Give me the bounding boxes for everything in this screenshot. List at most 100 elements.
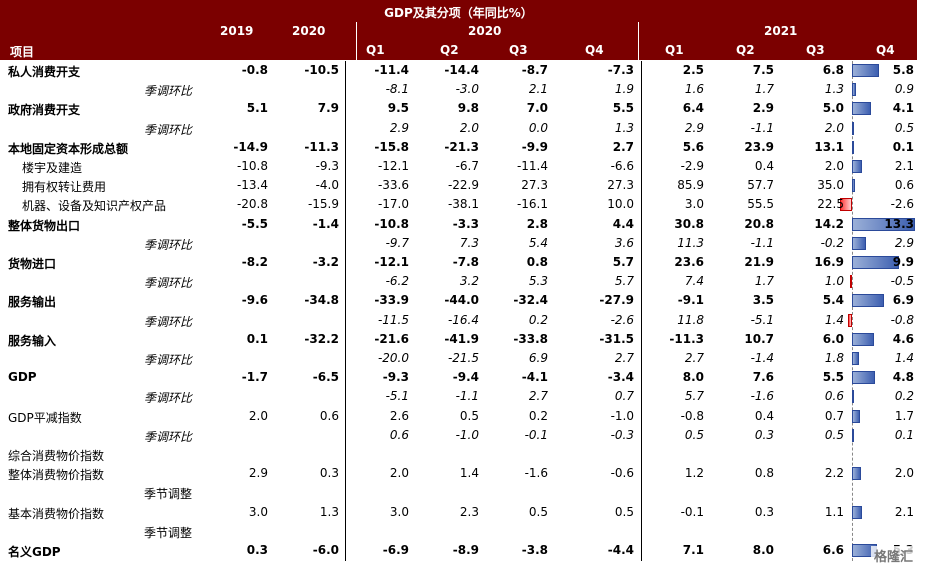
cell-value: 1.9 xyxy=(614,82,634,97)
q4-data-bar xyxy=(852,467,862,481)
cell-value: 21.9 xyxy=(744,255,774,269)
cell-value: 2.2 xyxy=(824,466,844,481)
cell-value: 2.7 xyxy=(614,351,634,365)
row-label: 拥有权转让费用 xyxy=(22,180,107,195)
cell-value: 1.4 xyxy=(894,351,914,365)
cell-value: -16.4 xyxy=(447,312,479,327)
column-separator xyxy=(641,61,642,561)
cell-value: 1.7 xyxy=(754,274,774,289)
cell-value: 2.0 xyxy=(459,120,479,135)
cell-value: 0.3 xyxy=(754,427,774,442)
q4-data-bar xyxy=(852,140,854,154)
cell-value: -8.1 xyxy=(385,82,409,97)
cell-value: 0.8 xyxy=(526,255,548,269)
cell-value: -11.3 xyxy=(669,331,704,346)
cell-value: 2.0 xyxy=(824,159,844,173)
cell-value: 0.7 xyxy=(614,389,634,404)
cell-value: -0.6 xyxy=(610,466,634,481)
cell-value: -12.1 xyxy=(377,159,409,173)
q4-data-bar xyxy=(852,121,855,135)
row-label: 货物进口 xyxy=(8,257,57,271)
cell-value: -1.0 xyxy=(610,408,634,423)
cell-value: -1.1 xyxy=(455,389,479,404)
cell-value: -7.8 xyxy=(452,255,479,269)
cell-value: -41.9 xyxy=(444,331,479,346)
table-row: 政府消费开支 5.1 7.9 9.5 9.8 7.0 5.5 6.4 2.9 5.0 4.1 xyxy=(0,99,917,118)
q4-data-bar xyxy=(852,256,899,269)
table-row: 季节调整 xyxy=(0,522,917,541)
cell-value: 30.8 xyxy=(674,216,704,231)
cell-value: -21.5 xyxy=(447,351,479,365)
quarter-header-row: 项目 Q1 Q2 Q3 Q4 Q1 Q2 Q3 Q4 xyxy=(0,41,917,60)
cell-value: 9.9 xyxy=(892,255,914,269)
cell-value: 0.2 xyxy=(528,312,548,327)
cell-value: 0.3 xyxy=(754,504,774,519)
cell-value: 2.7 xyxy=(612,139,634,154)
row-label: 服务输出 xyxy=(8,295,57,310)
cell-value: -0.8 xyxy=(241,63,268,77)
cell-value: 2.9 xyxy=(248,466,268,481)
column-separator xyxy=(345,61,346,561)
cell-value: -33.6 xyxy=(377,178,409,193)
cell-value: 85.9 xyxy=(677,178,704,193)
q1-2021: Q1 xyxy=(665,43,684,57)
cell-value: 23.6 xyxy=(674,255,704,269)
cell-value: 5.4 xyxy=(822,293,844,308)
q4-2020: Q4 xyxy=(585,43,604,57)
cell-value: -6.9 xyxy=(382,543,409,557)
cell-value: 2.1 xyxy=(528,82,548,97)
cell-value: 0.5 xyxy=(614,504,634,519)
cell-value: -5.1 xyxy=(750,312,774,327)
group-2021-label: 2021 xyxy=(764,24,798,38)
cell-value: 2.1 xyxy=(894,159,914,173)
cell-value: 10.0 xyxy=(607,197,634,212)
q4-data-bar xyxy=(849,275,852,289)
row-label: GDP xyxy=(8,370,37,385)
cell-value: -1.7 xyxy=(241,370,268,385)
cell-value: -16.1 xyxy=(516,197,548,212)
row-label: 整体消费物价指数 xyxy=(8,468,105,483)
cell-value: 7.3 xyxy=(459,235,479,250)
cell-value: 5.7 xyxy=(684,389,704,404)
cell-value: 0.1 xyxy=(894,427,914,442)
cell-value: 2.6 xyxy=(389,408,409,423)
cell-value: 2.9 xyxy=(684,120,704,135)
cell-value: 2.1 xyxy=(894,504,914,519)
cell-value: -27.9 xyxy=(599,293,634,308)
cell-value: 9.8 xyxy=(457,101,479,116)
cell-value: 6.6 xyxy=(822,543,844,557)
cell-value: 5.3 xyxy=(528,274,548,289)
q4-data-bar xyxy=(852,505,862,519)
q2-2020: Q2 xyxy=(440,43,459,57)
table-row: 季调环比 -9.7 7.3 5.4 3.6 11.3 -1.1 -0.2 2.9 xyxy=(0,234,917,253)
cell-value: 2.5 xyxy=(682,63,704,77)
q3-2020: Q3 xyxy=(509,43,528,57)
q1-2020: Q1 xyxy=(366,43,385,57)
cell-value: 2.7 xyxy=(528,389,548,404)
cell-value: -8.2 xyxy=(241,255,268,269)
cell-value: 6.4 xyxy=(682,101,704,116)
cell-value: 3.2 xyxy=(459,274,479,289)
cell-value: -9.7 xyxy=(385,235,409,250)
cell-value: -38.1 xyxy=(447,197,479,212)
cell-value: 1.3 xyxy=(824,82,844,97)
cell-value: 5.1 xyxy=(246,101,268,116)
row-label: 本地固定资本形成总额 xyxy=(8,141,129,156)
cell-value: 1.0 xyxy=(824,274,844,289)
cell-value: 7.0 xyxy=(526,101,548,116)
cell-value: -0.8 xyxy=(890,312,914,327)
cell-value: 5.7 xyxy=(612,255,634,269)
cell-value: 0.1 xyxy=(892,139,914,154)
cell-value: 7.5 xyxy=(752,63,774,77)
cell-value: 0.5 xyxy=(824,427,844,442)
table-row: 季节调整 xyxy=(0,483,917,502)
cell-value: 10.7 xyxy=(744,331,774,346)
table-row: 机器、设备及知识产权产品 -20.8 -15.9 -17.0 -38.1 -16.1 10.… xyxy=(0,195,917,214)
table-row: 季调环比 -5.1 -1.1 2.7 0.7 5.7 -1.6 0.6 0.2 xyxy=(0,387,917,406)
cell-value: 1.2 xyxy=(684,466,704,481)
cell-value: -9.4 xyxy=(452,370,479,385)
cell-value: -2.9 xyxy=(680,159,704,173)
cell-value: -1.6 xyxy=(750,389,774,404)
table-row: 整体货物出口 -5.5 -1.4 -10.8 -3.3 2.8 4.4 30.8 20.8 14.… xyxy=(0,215,917,234)
